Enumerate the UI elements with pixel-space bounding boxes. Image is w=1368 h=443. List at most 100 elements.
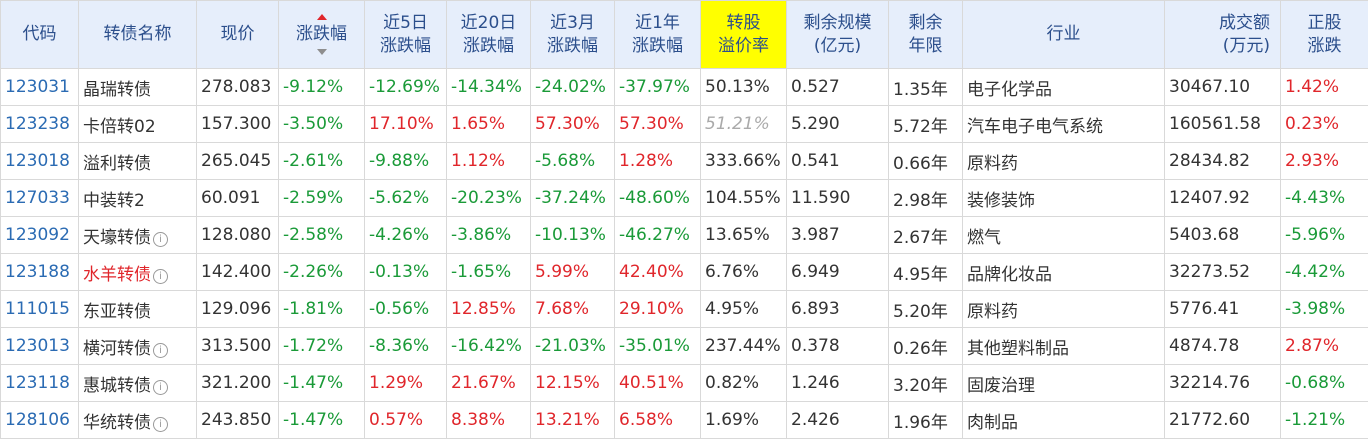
years-cell: 0.66年 bbox=[888, 142, 963, 180]
table-row[interactable]: 123092 天壕转债 i 128.080 -2.58% -4.26% -3.86% -10.… bbox=[0, 216, 1368, 254]
amount-cell: 5776.41 bbox=[1164, 290, 1281, 328]
change-cell: -3.50% bbox=[278, 105, 365, 143]
change-20d-cell: -14.34% bbox=[446, 68, 531, 106]
header-amount[interactable]: 成交额 (万元) bbox=[1164, 0, 1281, 69]
table-row[interactable]: 123238 卡倍转02 157.300 -3.50% 17.10% 1.65% 57.30… bbox=[0, 105, 1368, 143]
change-20d-cell: 1.12% bbox=[446, 142, 531, 180]
premium-cell: 0.82% bbox=[700, 364, 787, 402]
change-5d-cell: -8.36% bbox=[364, 327, 447, 365]
table-row[interactable]: 123031 晶瑞转债 278.083 -9.12% -12.69% -14.34% -24… bbox=[0, 68, 1368, 106]
bond-name-link[interactable]: 溢利转债 bbox=[78, 142, 197, 180]
amount-cell: 32214.76 bbox=[1164, 364, 1281, 402]
scale-cell: 6.949 bbox=[786, 253, 889, 291]
amount-cell: 12407.92 bbox=[1164, 179, 1281, 217]
table-row[interactable]: 123118 惠城转债 i 321.200 -1.47% 1.29% 21.67% 12.15… bbox=[0, 364, 1368, 402]
info-icon[interactable]: i bbox=[153, 416, 168, 432]
bond-name-link[interactable]: 华统转债 i bbox=[78, 401, 197, 439]
bond-name-link[interactable]: 中装转2 bbox=[78, 179, 197, 217]
premium-cell: 104.55% bbox=[700, 179, 787, 217]
change-cell: -9.12% bbox=[278, 68, 365, 106]
change-20d-cell: 21.67% bbox=[446, 364, 531, 402]
header-stock-change[interactable]: 正股 涨跌 bbox=[1280, 0, 1368, 69]
bond-code-link[interactable]: 123092 bbox=[0, 216, 79, 254]
amount-cell: 160561.58 bbox=[1164, 105, 1281, 143]
change-3m-cell: -24.02% bbox=[530, 68, 615, 106]
info-icon[interactable]: i bbox=[153, 268, 168, 284]
header-remaining-years[interactable]: 剩余 年限 bbox=[888, 0, 963, 69]
years-cell: 1.35年 bbox=[888, 68, 963, 106]
change-1y-cell: 42.40% bbox=[614, 253, 701, 291]
bond-code-link[interactable]: 123018 bbox=[0, 142, 79, 180]
bond-name-link[interactable]: 横河转债 i bbox=[78, 327, 197, 365]
premium-cell: 333.66% bbox=[700, 142, 787, 180]
change-3m-cell: -37.24% bbox=[530, 179, 615, 217]
change-cell: -1.81% bbox=[278, 290, 365, 328]
industry-cell: 品牌化妆品 bbox=[962, 253, 1165, 291]
info-icon[interactable]: i bbox=[153, 342, 168, 358]
bond-code-link[interactable]: 128106 bbox=[0, 401, 79, 439]
header-change[interactable]: 涨跌幅 bbox=[278, 0, 365, 69]
header-code[interactable]: 代码 bbox=[0, 0, 79, 69]
stock-change-cell: -5.96% bbox=[1280, 216, 1368, 254]
bond-code-link[interactable]: 127033 bbox=[0, 179, 79, 217]
amount-cell: 32273.52 bbox=[1164, 253, 1281, 291]
header-3m-change[interactable]: 近3月 涨跌幅 bbox=[530, 0, 615, 69]
bond-name-link[interactable]: 晶瑞转债 bbox=[78, 68, 197, 106]
header-name[interactable]: 转债名称 bbox=[78, 0, 197, 69]
bond-code-link[interactable]: 123188 bbox=[0, 253, 79, 291]
table-row[interactable]: 127033 中装转2 60.091 -2.59% -5.62% -20.23% -37.2… bbox=[0, 179, 1368, 217]
change-20d-cell: -1.65% bbox=[446, 253, 531, 291]
info-icon[interactable]: i bbox=[153, 231, 168, 247]
years-cell: 2.98年 bbox=[888, 179, 963, 217]
bond-code-link[interactable]: 123013 bbox=[0, 327, 79, 365]
change-5d-cell: -0.13% bbox=[364, 253, 447, 291]
stock-change-cell: 2.93% bbox=[1280, 142, 1368, 180]
industry-cell: 其他塑料制品 bbox=[962, 327, 1165, 365]
stock-change-cell: 2.87% bbox=[1280, 327, 1368, 365]
bond-code-link[interactable]: 123031 bbox=[0, 68, 79, 106]
price-cell: 243.850 bbox=[196, 401, 279, 439]
table-row[interactable]: 123188 水羊转债 i 142.400 -2.26% -0.13% -1.65% 5.99… bbox=[0, 253, 1368, 291]
change-1y-cell: -37.97% bbox=[614, 68, 701, 106]
scale-cell: 11.590 bbox=[786, 179, 889, 217]
premium-cell: 1.69% bbox=[700, 401, 787, 439]
header-5d-change[interactable]: 近5日 涨跌幅 bbox=[364, 0, 447, 69]
years-cell: 5.72年 bbox=[888, 105, 963, 143]
industry-cell: 原料药 bbox=[962, 142, 1165, 180]
change-5d-cell: 0.57% bbox=[364, 401, 447, 439]
table-row[interactable]: 128106 华统转债 i 243.850 -1.47% 0.57% 8.38% 13.21%… bbox=[0, 401, 1368, 439]
amount-cell: 5403.68 bbox=[1164, 216, 1281, 254]
years-cell: 1.96年 bbox=[888, 401, 963, 439]
bond-name-link[interactable]: 卡倍转02 bbox=[78, 105, 197, 143]
change-cell: -1.72% bbox=[278, 327, 365, 365]
table-header-row: 代码 转债名称 现价 涨跌幅 近5日 涨跌幅 近20日 涨跌幅 近3月 涨跌幅 近1年… bbox=[0, 0, 1368, 69]
change-5d-cell: 1.29% bbox=[364, 364, 447, 402]
change-20d-cell: -16.42% bbox=[446, 327, 531, 365]
table-row[interactable]: 123018 溢利转债 265.045 -2.61% -9.88% 1.12% -5.68%… bbox=[0, 142, 1368, 180]
header-industry[interactable]: 行业 bbox=[962, 0, 1165, 69]
scale-cell: 5.290 bbox=[786, 105, 889, 143]
industry-cell: 肉制品 bbox=[962, 401, 1165, 439]
bond-code-link[interactable]: 111015 bbox=[0, 290, 79, 328]
bond-code-link[interactable]: 123238 bbox=[0, 105, 79, 143]
industry-cell: 固废治理 bbox=[962, 364, 1165, 402]
bond-name-link[interactable]: 东亚转债 bbox=[78, 290, 197, 328]
price-cell: 129.096 bbox=[196, 290, 279, 328]
price-cell: 142.400 bbox=[196, 253, 279, 291]
bond-name-link[interactable]: 天壕转债 i bbox=[78, 216, 197, 254]
scale-cell: 0.378 bbox=[786, 327, 889, 365]
header-remaining-scale[interactable]: 剩余规模 (亿元) bbox=[786, 0, 889, 69]
header-price[interactable]: 现价 bbox=[196, 0, 279, 69]
table-row[interactable]: 111015 东亚转债 129.096 -1.81% -0.56% 12.85% 7.68%… bbox=[0, 290, 1368, 328]
bond-name-link[interactable]: 惠城转债 i bbox=[78, 364, 197, 402]
header-1y-change[interactable]: 近1年 涨跌幅 bbox=[614, 0, 701, 69]
bond-name-link[interactable]: 水羊转债 i bbox=[78, 253, 197, 291]
header-20d-change[interactable]: 近20日 涨跌幅 bbox=[446, 0, 531, 69]
table-row[interactable]: 123013 横河转债 i 313.500 -1.72% -8.36% -16.42% -21… bbox=[0, 327, 1368, 365]
bond-code-link[interactable]: 123118 bbox=[0, 364, 79, 402]
stock-change-cell: -4.42% bbox=[1280, 253, 1368, 291]
header-conversion-premium[interactable]: 转股 溢价率 bbox=[700, 0, 787, 69]
info-icon[interactable]: i bbox=[153, 379, 168, 395]
sort-desc-icon: 涨跌幅 bbox=[296, 14, 347, 55]
